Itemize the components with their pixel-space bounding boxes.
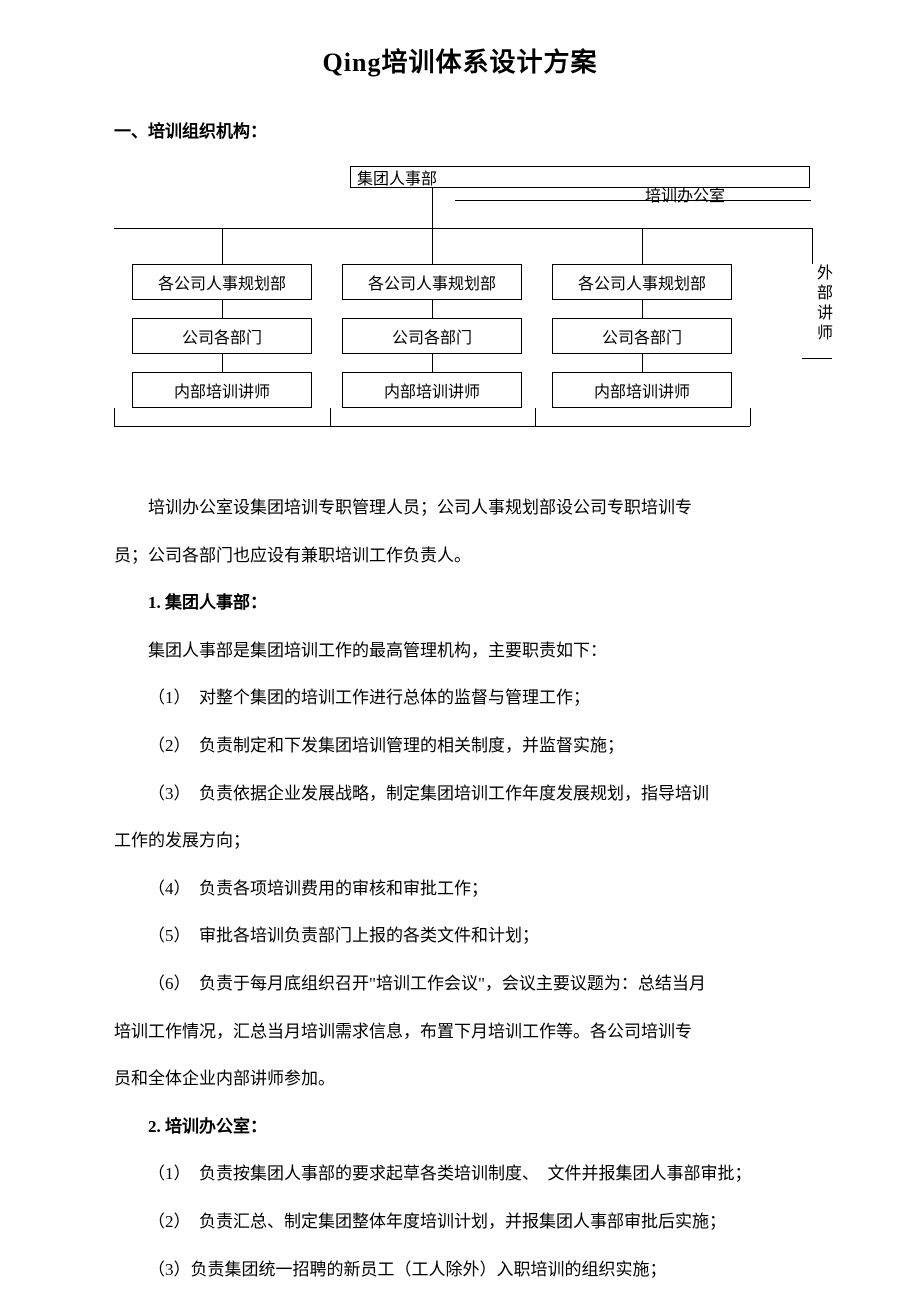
li3b: 工作的发展方向； bbox=[114, 817, 806, 865]
org-row3-col3: 内部培训讲师 bbox=[552, 372, 732, 408]
org-row2-col1: 公司各部门 bbox=[132, 318, 312, 354]
li5: （5） 审批各培训负责部门上报的各类文件和计划； bbox=[114, 912, 806, 960]
sub-heading-1: 1. 集团人事部： bbox=[114, 579, 806, 627]
up1 bbox=[114, 408, 115, 426]
conn-hbar bbox=[114, 228, 812, 229]
org-row2-col2: 公司各部门 bbox=[342, 318, 522, 354]
body-text: 培训办公室设集团培训专职管理人员；公司人事规划部设公司专职培训专 员；公司各部门… bbox=[114, 484, 806, 1293]
up3 bbox=[535, 408, 536, 426]
li7: （1） 负责按集团人事部的要求起草各类培训制度、 文件并报集团人事部审批； bbox=[114, 1150, 806, 1198]
org-top-box: 集团人事部 bbox=[350, 166, 810, 188]
li1: （1） 对整个集团的培训工作进行总体的监督与管理工作； bbox=[114, 674, 806, 722]
li2: （2） 负责制定和下发集团培训管理的相关制度，并监督实施； bbox=[114, 722, 806, 770]
li4: （4） 负责各项培训费用的审核和审批工作； bbox=[114, 865, 806, 913]
gap3b bbox=[642, 354, 643, 372]
page-title: Qing培训体系设计方案 bbox=[0, 0, 920, 79]
conn-drop1 bbox=[222, 228, 223, 264]
intro-p2: 员；公司各部门也应设有兼职培训工作负责人。 bbox=[114, 532, 806, 580]
li8: （2） 负责汇总、制定集团整体年度培训计划，并报集团人事部审批后实施； bbox=[114, 1198, 806, 1246]
gap2b bbox=[432, 354, 433, 372]
bottom-h bbox=[114, 426, 750, 427]
conn-dropR bbox=[812, 228, 813, 264]
li6c: 员和全体企业内部讲师参加。 bbox=[114, 1055, 806, 1103]
section-heading: 一、培训组织机构： bbox=[114, 117, 920, 142]
gap2a bbox=[432, 300, 433, 318]
org-row3-col2: 内部培训讲师 bbox=[342, 372, 522, 408]
gap3a bbox=[642, 300, 643, 318]
conn-drop3 bbox=[642, 228, 643, 264]
org-row3-col1: 内部培训讲师 bbox=[132, 372, 312, 408]
org-row1-col2: 各公司人事规划部 bbox=[342, 264, 522, 300]
li9: （3）负责集团统一招聘的新员工（工人除外）入职培训的组织实施； bbox=[114, 1246, 806, 1294]
li6b: 培训工作情况，汇总当月培训需求信息，布置下月培训工作等。各公司培训专 bbox=[114, 1008, 806, 1056]
side-label: 外部讲师 bbox=[810, 264, 834, 344]
org-row1-col3: 各公司人事规划部 bbox=[552, 264, 732, 300]
org-row2-col3: 公司各部门 bbox=[552, 318, 732, 354]
org-row1-col1: 各公司人事规划部 bbox=[132, 264, 312, 300]
p1: 集团人事部是集团培训工作的最高管理机构，主要职责如下： bbox=[114, 627, 806, 675]
org-chart: 集团人事部 培训办公室 各公司人事规划部 各公司人事规划部 各公司人事规划部 公… bbox=[0, 166, 920, 456]
up2 bbox=[330, 408, 331, 426]
gap1b bbox=[222, 354, 223, 372]
conn-drop2 bbox=[432, 228, 433, 264]
up4 bbox=[750, 408, 751, 426]
conn-stem bbox=[432, 188, 433, 228]
li3: （3） 负责依据企业发展战略，制定集团培训工作年度发展规划，指导培训 bbox=[114, 770, 806, 818]
intro-p1: 培训办公室设集团培训专职管理人员；公司人事规划部设公司专职培训专 bbox=[114, 484, 806, 532]
li6: （6） 负责于每月底组织召开"培训工作会议"，会议主要议题为：总结当月 bbox=[114, 960, 806, 1008]
gap1a bbox=[222, 300, 223, 318]
sub-heading-2: 2. 培训办公室： bbox=[114, 1103, 806, 1151]
side-underline bbox=[802, 358, 832, 359]
office-label: 培训办公室 bbox=[645, 182, 725, 206]
office-underline bbox=[455, 200, 811, 201]
